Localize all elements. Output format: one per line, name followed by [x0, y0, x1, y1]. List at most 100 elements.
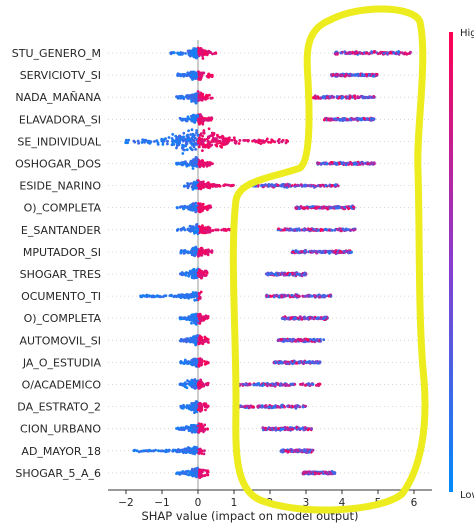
- shap-point: [257, 141, 260, 145]
- shap-point: [342, 162, 346, 165]
- shap-point: [287, 228, 291, 232]
- shap-point: [207, 73, 211, 76]
- shap-point: [192, 113, 196, 117]
- shap-point: [181, 406, 185, 410]
- shap-point: [202, 383, 206, 387]
- shap-point: [140, 295, 144, 298]
- shap-point: [164, 137, 168, 141]
- shap-point: [188, 272, 192, 275]
- shap-point: [294, 185, 297, 188]
- shap-point: [289, 316, 293, 320]
- shap-point: [170, 137, 174, 140]
- shap-point: [190, 228, 193, 231]
- shap-point: [219, 144, 222, 148]
- shap-point: [312, 96, 316, 100]
- shap-point: [363, 117, 366, 121]
- shap-point: [209, 51, 213, 54]
- shap-point: [203, 360, 206, 363]
- shap-point: [299, 383, 302, 386]
- shap-point: [195, 131, 198, 135]
- shap-point: [210, 143, 214, 147]
- shap-point: [193, 158, 197, 161]
- shap-point: [274, 294, 278, 298]
- shap-point: [179, 137, 183, 141]
- shap-point: [353, 95, 356, 98]
- shap-point: [185, 337, 188, 341]
- shap-point: [195, 291, 199, 295]
- shap-point: [205, 53, 209, 57]
- shap-point: [188, 295, 192, 298]
- shap-point: [177, 135, 181, 138]
- shap-point: [204, 97, 208, 101]
- shap-point: [284, 294, 288, 297]
- shap-point: [195, 400, 199, 404]
- shap-point: [273, 360, 277, 364]
- shap-point: [353, 73, 357, 77]
- shap-point: [372, 95, 376, 99]
- shap-point: [313, 228, 317, 232]
- shap-point: [408, 51, 412, 55]
- shap-point: [290, 382, 294, 386]
- shap-point: [146, 139, 150, 143]
- feature-points: [175, 223, 357, 236]
- feature-points: [124, 127, 290, 155]
- shap-point: [193, 118, 197, 122]
- shap-point: [197, 338, 201, 341]
- shap-point: [265, 294, 269, 298]
- shap-point: [316, 250, 319, 254]
- shap-point: [273, 404, 277, 408]
- shap-point: [294, 339, 298, 343]
- shap-point: [340, 162, 344, 166]
- shap-point: [201, 50, 205, 54]
- shap-point: [257, 138, 261, 142]
- shap-point: [194, 49, 198, 53]
- shap-point: [199, 142, 203, 146]
- shap-point: [193, 52, 197, 55]
- shap-point: [179, 404, 183, 408]
- shap-point: [277, 227, 280, 231]
- shap-point: [186, 379, 189, 383]
- shap-point: [190, 93, 194, 97]
- shap-point: [200, 182, 203, 185]
- shap-point: [193, 141, 197, 145]
- shap-point: [330, 184, 334, 187]
- shap-point: [206, 143, 210, 147]
- shap-point: [196, 319, 200, 323]
- shap-point: [365, 73, 369, 76]
- shap-point: [198, 96, 201, 99]
- shap-point: [291, 405, 295, 409]
- shap-point: [200, 92, 204, 96]
- shap-point: [184, 140, 188, 144]
- shap-point: [197, 120, 200, 124]
- shap-point: [194, 204, 198, 208]
- shap-point: [214, 139, 218, 143]
- shap-point: [244, 383, 247, 386]
- shap-point: [315, 206, 318, 210]
- shap-point: [195, 129, 199, 132]
- shap-point: [183, 294, 187, 298]
- shap-point: [171, 142, 175, 146]
- shap-point: [195, 298, 198, 302]
- shap-point: [186, 361, 190, 364]
- shap-point: [282, 404, 286, 408]
- shap-point: [181, 73, 185, 76]
- shap-point: [207, 116, 211, 120]
- shap-point: [207, 127, 211, 131]
- shap-point: [338, 118, 342, 122]
- shap-point: [154, 295, 158, 298]
- feature-points: [179, 357, 322, 368]
- shap-point: [200, 163, 204, 167]
- shap-point: [201, 57, 205, 60]
- shap-point: [183, 358, 187, 362]
- shap-point: [181, 96, 185, 100]
- shap-point: [191, 403, 195, 407]
- shap-point: [196, 424, 200, 428]
- shap-point: [194, 186, 198, 190]
- shap-point: [389, 51, 392, 55]
- shap-point: [267, 140, 270, 144]
- shap-point: [330, 161, 334, 164]
- shap-point: [195, 76, 199, 80]
- shap-point: [191, 425, 195, 429]
- shap-point: [353, 51, 356, 55]
- shap-point: [177, 143, 181, 147]
